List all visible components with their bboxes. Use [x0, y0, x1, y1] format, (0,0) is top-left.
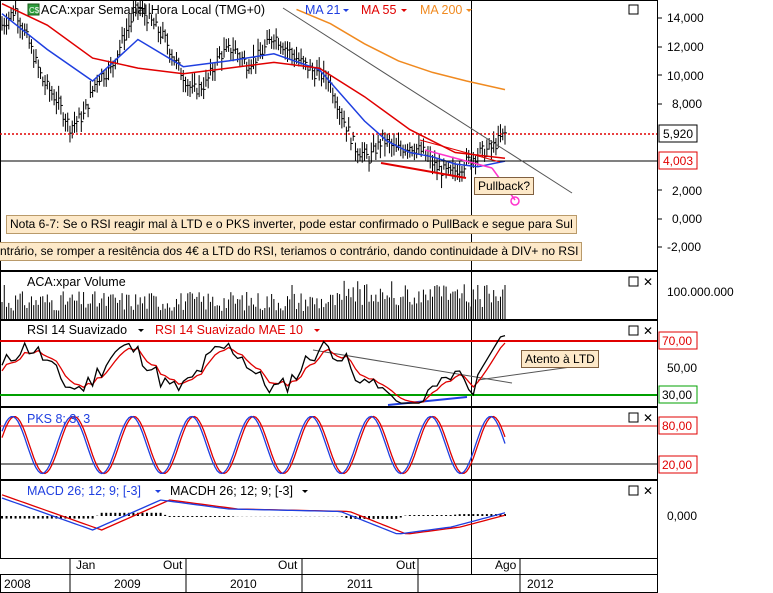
pks-lower-box [658, 455, 698, 474]
note-6-7: Nota 6-7: Se o RSI reagir mal à LTD e o … [6, 215, 577, 234]
ytick-label: 14,000 [667, 11, 704, 25]
pullback-target-marker [510, 196, 520, 206]
rsi-dropdown-icon[interactable] [138, 329, 144, 332]
last-price-box [658, 124, 698, 143]
panel-frames [0, 0, 658, 593]
macd-signal-line [1, 494, 506, 535]
macdh-dropdown-icon[interactable] [302, 490, 308, 493]
macdh-title[interactable]: MACDH 26; 12; 9; [-3] [170, 484, 293, 498]
rsi-line [1, 334, 506, 404]
close-volume-icon[interactable]: ✕ [643, 275, 653, 289]
xtick-year: 2011 [347, 577, 373, 591]
ytick-label: 10,000 [667, 69, 704, 83]
price-panel-title: ACA:xpar Semanal Hora Local (TMG+0) [41, 3, 265, 17]
macd-dropdown-icon[interactable] [155, 490, 161, 493]
ma55-dropdown-icon[interactable] [401, 9, 407, 12]
red-trendline-upper [419, 139, 501, 163]
last-price-label: 5,920 [663, 127, 693, 141]
rsi-upper-box [658, 331, 698, 350]
ma21-legend[interactable]: MA 21 [305, 3, 340, 17]
price-yaxis-ticks [657, 17, 662, 248]
rsi-atento-pointer [477, 365, 579, 381]
xtick-month: Out [278, 558, 298, 572]
rsi-lower-box [658, 385, 698, 404]
maximize-rsi-icon[interactable] [628, 325, 639, 336]
ma200-dropdown-icon[interactable] [466, 9, 472, 12]
xtick-month: Out [396, 558, 416, 572]
maximize-pks-icon[interactable] [628, 412, 639, 423]
x-axis: Jan Out Out Out Ago 2008 2009 2010 2011 … [4, 558, 554, 591]
support-price-label: 4,003 [663, 154, 693, 168]
x-axis-ticks [69, 559, 521, 593]
rsi-upper-label: 70,00 [662, 334, 692, 348]
macd-line [1, 497, 506, 535]
ytick-label: 8,000 [672, 97, 702, 111]
pks-fast-line [1, 415, 506, 475]
symbol-icon [27, 3, 40, 16]
maximize-macd-icon[interactable] [628, 485, 639, 496]
red-trendline-lower [380, 162, 467, 179]
pks-upper-label: 80,00 [662, 419, 692, 433]
volume-panel-title: ACA:xpar Volume [27, 275, 126, 289]
series-line-ma-55 [1, 3, 506, 160]
rsi-mae-dropdown-icon[interactable] [314, 329, 320, 332]
pks-title[interactable]: PKS 8; 3; 3 [27, 412, 90, 426]
close-rsi-icon[interactable]: ✕ [643, 324, 653, 338]
close-macd-icon[interactable]: ✕ [643, 484, 653, 498]
rsi-title[interactable]: RSI 14 Suavizado [27, 323, 127, 337]
ytick-label: -2,000 [667, 240, 701, 254]
maximize-price-icon[interactable] [628, 4, 639, 15]
volume-ytick: 100.000.000 [667, 285, 734, 299]
xtick-year: 2009 [114, 577, 141, 591]
rsi-mae-title[interactable]: RSI 14 Suavizado MAE 10 [155, 323, 303, 337]
pks-upper-box [658, 416, 698, 435]
rsi-atento-annotation: Atento à LTD [521, 350, 599, 368]
pullback-annotation: Pullback? [474, 177, 535, 195]
ltd-trendline [282, 7, 573, 194]
ma55-legend[interactable]: MA 55 [361, 3, 396, 17]
ytick-label: 0,000 [672, 212, 702, 226]
ytick-label: 12,000 [667, 40, 704, 54]
ytick-label: 2,000 [672, 184, 702, 198]
close-pks-icon[interactable]: ✕ [643, 411, 653, 425]
pks-lower-label: 20,00 [662, 458, 692, 472]
price-yaxis: 14,000 12,000 10,000 8,000 2,000 0,000 -… [667, 11, 704, 254]
pks-slow-line [1, 415, 506, 475]
rsi-lower-label: 30,00 [662, 388, 692, 402]
ma21-dropdown-icon[interactable] [343, 9, 349, 12]
note-contrario: ntrário, se romper a resitência dos 4€ a… [0, 242, 583, 261]
xtick-year: 2008 [4, 577, 31, 591]
xtick-month: Jan [76, 558, 95, 572]
xtick-year: 2010 [230, 577, 257, 591]
symbol-icon-glyph: C$ [29, 6, 40, 15]
ma200-legend[interactable]: MA 200 [420, 3, 462, 17]
rsi-ltd-trendline [312, 349, 513, 384]
pink-trendline [424, 149, 493, 169]
support-price-box [658, 151, 698, 170]
maximize-volume-icon[interactable] [628, 276, 639, 287]
macd-title[interactable]: MACD 26; 12; 9; [-3] [27, 484, 141, 498]
xtick-year: 2012 [527, 577, 554, 591]
series-line-ma-200 [296, 8, 506, 91]
macd-ytick: 0,000 [667, 509, 697, 523]
xtick-month: Ago [495, 558, 517, 572]
xtick-month: Out [163, 558, 183, 572]
series-line-ma-21 [1, 13, 506, 168]
rsi-mid-label: 50,00 [667, 361, 697, 375]
